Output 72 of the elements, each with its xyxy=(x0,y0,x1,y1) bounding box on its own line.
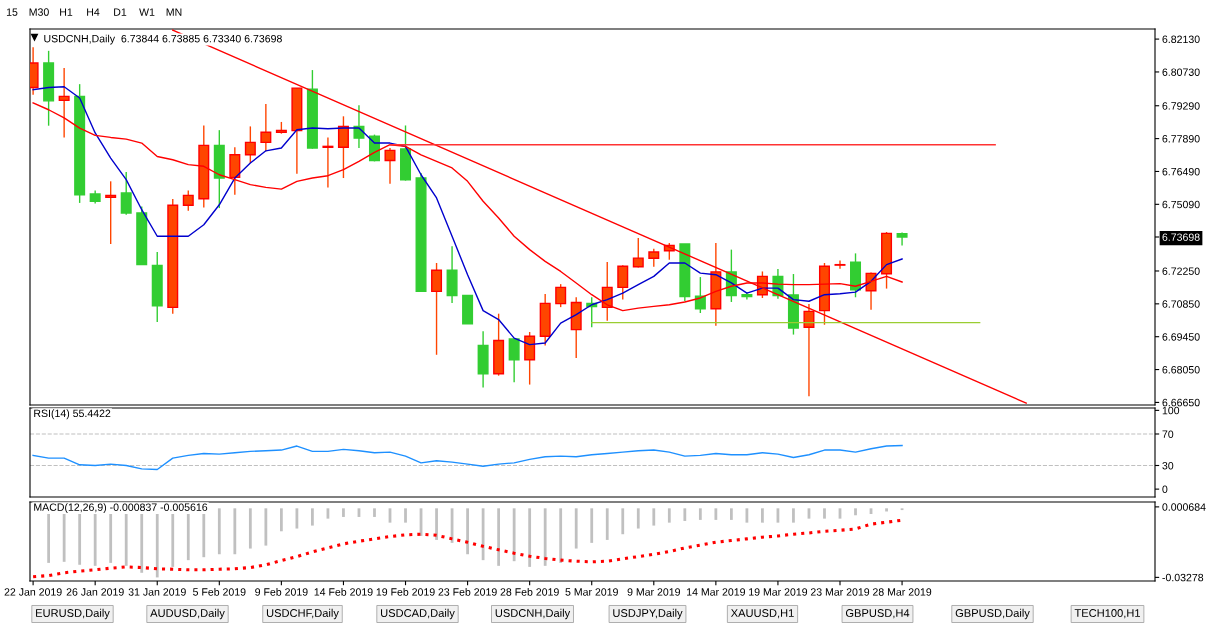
candlestick xyxy=(834,259,846,270)
text: AUDUSD,Daily xyxy=(150,608,225,620)
y-tick-label: 6.70850 xyxy=(1162,300,1200,308)
x-tick-label: 9 Mar 2019 xyxy=(627,588,680,596)
text: USDCHF,Daily xyxy=(266,608,339,620)
candlestick xyxy=(182,189,194,212)
y-tick-label: 6.73698 xyxy=(1162,233,1200,241)
x-tick-label: 28 Mar 2019 xyxy=(872,588,932,596)
chart-title: RSI(14) 55.4422 xyxy=(34,409,111,420)
y-tick-label: 6.82130 xyxy=(1162,35,1200,44)
candlestick xyxy=(322,136,334,189)
y-tick-label: 6.80730 xyxy=(1162,68,1200,76)
x-tick-label: 23 Mar 2019 xyxy=(810,588,870,596)
text: M30 xyxy=(29,8,49,16)
candlestick xyxy=(337,115,349,179)
y-tick-label: 100 xyxy=(1162,406,1180,415)
candlestick xyxy=(431,262,443,356)
y-tick-label: 0 xyxy=(1162,485,1168,494)
x-tick-label: 31 Jan 2019 xyxy=(128,588,186,596)
x-tick-label: 14 Feb 2019 xyxy=(314,587,373,596)
text: TECH100,H1 xyxy=(1074,609,1140,619)
y-tick-label: -0.03278 xyxy=(1162,573,1204,582)
x-tick-label: 23 Feb 2019 xyxy=(438,587,497,596)
y-tick-label: 6.69450 xyxy=(1162,333,1200,341)
y-tick-label: 0.000684 xyxy=(1162,503,1206,511)
x-tick-label: 26 Jan 2019 xyxy=(66,588,124,596)
text: D1 xyxy=(114,8,127,16)
candlestick xyxy=(632,237,644,269)
candlestick xyxy=(508,338,520,383)
x-tick-label: 22 Jan 2019 xyxy=(4,588,62,596)
x-tick-label: 19 Feb 2019 xyxy=(376,587,435,596)
text: USDCNH,Daily xyxy=(495,608,571,620)
y-tick-label: 6.76490 xyxy=(1162,167,1200,176)
text: GBPUSD,Daily xyxy=(955,608,1030,620)
x-tick-label: 9 Feb 2019 xyxy=(255,587,308,596)
candlestick xyxy=(803,303,815,398)
x-tick-label: 5 Feb 2019 xyxy=(193,587,246,596)
text: 15 xyxy=(6,8,18,16)
y-tick-label: 6.72250 xyxy=(1162,267,1200,275)
candlestick xyxy=(105,180,117,245)
candlestick xyxy=(384,147,396,185)
text: USDCAD,Daily xyxy=(381,608,455,620)
text: W1 xyxy=(139,8,155,16)
candlestick xyxy=(524,331,536,386)
y-tick-label: 6.79290 xyxy=(1162,102,1200,110)
candlestick xyxy=(120,171,132,216)
x-tick-label: 14 Mar 2019 xyxy=(687,588,745,596)
candlestick xyxy=(648,247,660,268)
text: EURUSD,Daily xyxy=(36,608,110,620)
text: H4 xyxy=(87,8,100,16)
x-tick-label: 19 Mar 2019 xyxy=(749,588,808,596)
y-tick-label: 30 xyxy=(1162,461,1174,470)
text: H1 xyxy=(60,8,73,16)
text: MN xyxy=(166,8,182,16)
candlestick xyxy=(229,146,241,196)
y-tick-label: 6.66650 xyxy=(1162,398,1200,407)
chart-title: MACD(12,26,9) -0.000837 -0.005616 xyxy=(34,503,208,514)
candlestick xyxy=(244,125,256,164)
candlestick xyxy=(260,103,272,152)
candlestick xyxy=(555,283,567,308)
y-tick-label: 70 xyxy=(1162,430,1174,438)
chart-title: USDCNH,Daily 6.73844 6.73885 6.73340 6.73698 xyxy=(44,34,282,45)
x-tick-label: 5 Mar 2019 xyxy=(565,588,618,596)
y-tick-label: 6.77890 xyxy=(1162,135,1200,143)
text: XAUUSD,H1 xyxy=(730,609,794,619)
candlestick xyxy=(617,264,629,301)
y-tick-label: 6.75090 xyxy=(1162,200,1200,209)
x-tick-label: 28 Feb 2019 xyxy=(500,587,559,596)
line-series xyxy=(32,444,903,471)
y-tick-label: 6.68050 xyxy=(1162,366,1200,374)
text: GBPUSD,H4 xyxy=(845,609,910,619)
text: USDJPY,Daily xyxy=(613,608,683,620)
